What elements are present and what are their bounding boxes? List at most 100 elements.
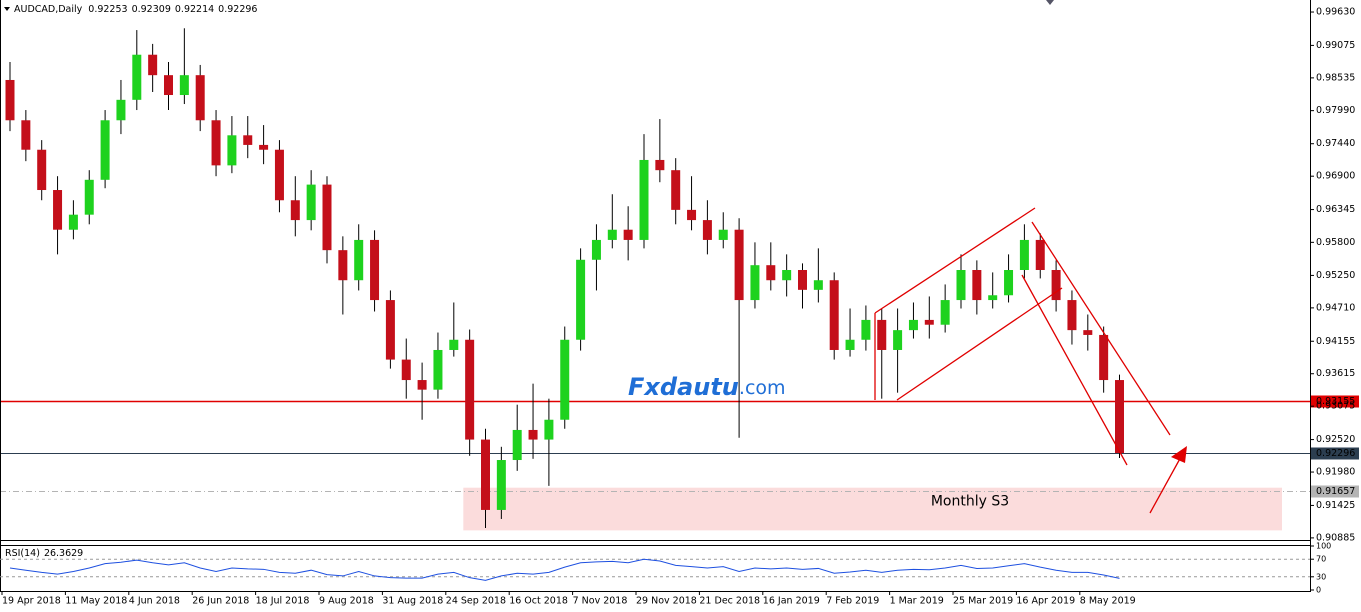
chart-header: AUDCAD,Daily 0.92253 0.92309 0.92214 0.92296 <box>14 4 257 15</box>
x-tick-label: 7 Feb 2019 <box>826 596 879 607</box>
candle-body <box>84 179 94 215</box>
candle-body <box>544 419 554 440</box>
candle-body <box>782 270 792 281</box>
candle-body <box>1004 270 1014 296</box>
x-tick-label: 8 May 2019 <box>1080 596 1136 607</box>
rsi-tick-label: 100 <box>1316 542 1331 551</box>
rsi-header: RSI(14) 26.3629 <box>5 548 83 559</box>
x-tick-label: 21 Dec 2018 <box>699 596 760 607</box>
candle-body <box>243 135 253 145</box>
candle-body <box>718 229 728 240</box>
candle-body <box>750 265 760 301</box>
price-label: 0.92296 <box>1316 448 1355 459</box>
rsi-tick-label: 70 <box>1316 555 1326 564</box>
support-zone <box>463 487 1282 531</box>
candle-body <box>116 99 126 121</box>
price-label: 0.93155 <box>1316 396 1355 407</box>
candle-body <box>1099 334 1109 381</box>
trend-line <box>874 207 1036 314</box>
candle-body <box>132 54 142 100</box>
trend-drawings <box>874 207 1187 514</box>
candle-body <box>290 200 300 221</box>
x-tick-label: 19 Apr 2018 <box>2 596 61 607</box>
arrow-line <box>1149 454 1183 514</box>
x-tick-label: 24 Sep 2018 <box>446 596 506 607</box>
header-low: 0.92214 <box>175 4 214 15</box>
candle-body <box>306 184 316 221</box>
watermark-brand: Fxdautu <box>628 373 739 401</box>
candle-body <box>734 229 744 301</box>
rsi-name: RSI(14) <box>5 548 40 559</box>
candle-body <box>766 265 776 281</box>
candle-body <box>845 339 855 350</box>
candle-body <box>702 220 712 240</box>
y-tick-label: 0.98535 <box>1316 72 1355 83</box>
x-tick-label: 18 Jul 2018 <box>256 596 310 607</box>
y-tick-label: 0.90885 <box>1316 532 1355 543</box>
x-tick-label: 11 May 2018 <box>65 596 127 607</box>
candle-body <box>671 170 681 210</box>
shift-marker <box>1046 0 1054 5</box>
price-label-box <box>1311 485 1359 498</box>
candle-body <box>164 75 173 96</box>
rsi-tick-label: 30 <box>1316 572 1326 581</box>
candle-body <box>639 159 649 240</box>
header-close: 0.92296 <box>218 4 257 15</box>
zone-label: Monthly S3 <box>931 494 1009 510</box>
candle-body <box>1019 239 1029 270</box>
y-tick-label: 0.91980 <box>1316 467 1355 478</box>
candle-body <box>53 190 63 230</box>
x-tick-label: 25 Mar 2019 <box>953 596 1013 607</box>
y-tick-label: 0.99075 <box>1316 40 1355 51</box>
candle-body <box>259 144 269 150</box>
x-tick-label: 29 Nov 2018 <box>636 596 697 607</box>
trend-line <box>1021 274 1128 466</box>
y-tick-label: 0.97990 <box>1316 105 1355 116</box>
candle-body <box>861 319 871 340</box>
candle-body <box>21 120 31 150</box>
x-tick-label: 16 Jan 2019 <box>763 596 820 607</box>
x-tick-label: 26 Jun 2018 <box>192 596 249 607</box>
candle-body <box>940 300 950 325</box>
candle-body <box>401 359 411 381</box>
candle-body <box>148 54 158 76</box>
price-label-box <box>1311 447 1359 460</box>
candle-body <box>972 270 982 301</box>
y-tick-label: 0.93615 <box>1316 368 1355 379</box>
candle-body <box>893 330 903 350</box>
y-tick-label: 0.91425 <box>1316 500 1355 511</box>
y-tick-label: 0.94710 <box>1316 302 1355 313</box>
candle-body <box>528 429 538 440</box>
candle-body <box>227 135 237 166</box>
watermark: Fxdautu.com <box>628 373 786 401</box>
candle-body <box>37 149 47 191</box>
candle-body <box>591 239 601 260</box>
candle-body <box>512 429 522 461</box>
x-tick-label: 16 Oct 2018 <box>509 596 568 607</box>
watermark-suffix: .com <box>739 377 786 399</box>
candle-body <box>100 120 110 180</box>
candle-body <box>956 270 966 301</box>
x-tick-label: 31 Aug 2018 <box>382 596 443 607</box>
candle-body <box>274 149 284 201</box>
price-label: 0.91657 <box>1316 486 1355 497</box>
candle-body <box>687 209 697 221</box>
x-tick-label: 7 Nov 2018 <box>573 596 628 607</box>
candle-body <box>1067 300 1077 331</box>
header-open: 0.92253 <box>88 4 127 15</box>
candle-body <box>481 439 490 510</box>
candle-body <box>924 319 934 325</box>
candle-body <box>1115 380 1124 454</box>
x-tick-label: 4 Jun 2018 <box>129 596 180 607</box>
menu-marker <box>4 7 10 11</box>
candle-body <box>433 349 443 390</box>
rsi-tick-label: 0 <box>1316 586 1321 595</box>
candle-body <box>338 250 348 281</box>
candle-body <box>195 75 205 121</box>
candle-body <box>1035 239 1045 270</box>
y-tick-label: 0.95250 <box>1316 270 1355 281</box>
trend-line <box>1031 221 1171 436</box>
candle-body <box>5 79 15 121</box>
candle-body <box>623 229 633 240</box>
candle-body <box>465 339 475 440</box>
